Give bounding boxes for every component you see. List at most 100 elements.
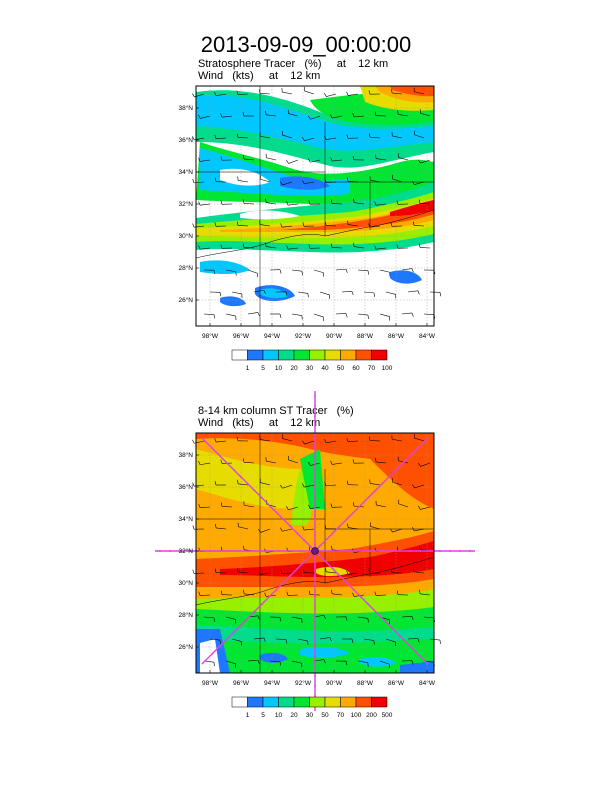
wind-barb-feather	[390, 528, 393, 533]
wind-barb-feather	[374, 591, 377, 596]
wind-barb	[209, 638, 220, 641]
wind-barb-feather	[257, 312, 260, 317]
wind-barb-feather	[352, 592, 355, 597]
wind-barb-feather	[198, 460, 201, 465]
wind-barb	[326, 571, 337, 574]
lat-tick-label: 36°N	[178, 483, 193, 491]
wind-barb-feather	[412, 221, 415, 226]
wind-barb-feather	[285, 639, 288, 644]
panel1-wind-barbs	[192, 86, 442, 322]
wind-barb-feather	[302, 179, 305, 184]
wind-barb-feather	[346, 480, 349, 485]
wind-barb-feather	[390, 222, 393, 227]
wind-barb-feather	[324, 221, 327, 226]
wind-barb	[332, 462, 343, 465]
wind-barb	[304, 90, 315, 95]
wind-barb-feather	[308, 546, 311, 551]
wind-barb-feather	[351, 638, 354, 643]
wind-barb-feather	[220, 244, 223, 249]
wind-barb-feather	[220, 459, 223, 464]
lon-tick-label: 84°W	[419, 679, 436, 687]
panel2-lon-labels: 98°W 96°W 94°W 92°W 90°W 88°W 86°W 84°W	[202, 670, 436, 687]
lon-tick-label: 90°W	[326, 332, 343, 340]
wind-barb-feather	[417, 638, 420, 643]
wind-barb-feather	[331, 589, 333, 594]
wind-barb	[407, 290, 418, 293]
wind-barb	[331, 247, 343, 249]
colorbar-box	[262, 349, 279, 361]
wind-barb	[222, 115, 233, 118]
colorbar-label: 70	[337, 712, 345, 719]
wind-barb-feather	[345, 313, 348, 318]
wind-barb	[200, 462, 211, 466]
wind-barb	[325, 225, 337, 227]
wind-barb	[332, 593, 343, 596]
wind-barb	[244, 593, 255, 596]
wind-barb	[304, 484, 315, 488]
colorbar-box	[324, 349, 341, 361]
wind-barb	[370, 225, 381, 228]
lon-tick-label: 88°W	[357, 332, 374, 340]
lon-tick-label: 90°W	[326, 679, 343, 687]
wind-barb	[375, 594, 387, 596]
wind-barb-feather	[192, 525, 195, 530]
wind-barb-feather	[192, 179, 195, 183]
lon-tick-label: 84°W	[419, 332, 436, 340]
wind-barb-feather	[368, 436, 371, 441]
colorbar-box	[371, 696, 388, 708]
wind-barb	[291, 313, 302, 316]
wind-barb	[266, 246, 277, 249]
wind-barb-feather	[280, 527, 283, 532]
wind-barb-feather	[308, 590, 311, 595]
wind-barb-feather	[264, 592, 267, 597]
wind-barb	[414, 571, 425, 574]
wind-barb-feather	[323, 659, 326, 664]
wind-barb-feather	[330, 243, 333, 248]
wind-barb	[401, 268, 412, 271]
wind-barb-feather	[351, 291, 354, 296]
wind-barb-feather	[192, 439, 195, 444]
panel2-frame	[195, 432, 435, 674]
colorbar-box	[340, 696, 357, 708]
wind-barb-feather	[192, 93, 195, 98]
colorbar-label: 30	[306, 712, 314, 719]
panel1-map: 38°N 36°N 34°N 32°N 30°N 28°N 26°N 98°W 96°W 94°…	[178, 85, 442, 340]
wind-barb	[398, 460, 409, 464]
wind-barb	[288, 506, 299, 511]
wind-barb	[260, 572, 271, 575]
wind-barb-feather	[220, 200, 223, 205]
wind-barb-feather	[396, 546, 399, 551]
colorbar-label: 70	[368, 365, 376, 372]
panel1-wind-title: Wind (kts) at 12 km	[198, 70, 321, 82]
wind-barb-feather	[367, 314, 369, 320]
wind-barb	[326, 93, 337, 97]
wind-barb	[326, 484, 337, 487]
wind-barb-feather	[346, 91, 349, 96]
wind-barb-feather	[263, 637, 266, 642]
wind-barb-feather	[418, 243, 421, 248]
wind-barb-feather	[214, 177, 217, 182]
wind-barb	[247, 269, 258, 274]
wind-barb	[363, 638, 374, 641]
wind-barb	[216, 93, 227, 97]
wind-barb-feather	[411, 616, 414, 621]
wind-barb	[282, 91, 293, 95]
lon-tick-label: 86°W	[388, 679, 405, 687]
lon-tick-label: 86°W	[388, 332, 405, 340]
wind-barb-feather	[418, 462, 421, 467]
wind-barb	[297, 638, 308, 642]
colorbar-box	[293, 696, 310, 708]
colorbar-label: 20	[290, 712, 298, 719]
wind-barb-feather	[308, 200, 311, 205]
wind-barb	[304, 440, 315, 445]
wind-barb	[297, 291, 308, 294]
wind-barb-feather	[214, 481, 217, 486]
wind-barb-feather	[263, 290, 266, 295]
colorbar-label: 5	[261, 365, 265, 372]
lon-tick-label: 92°W	[295, 332, 312, 340]
colorbar-label: 200	[366, 712, 377, 719]
wind-barb	[282, 134, 293, 139]
wind-barb-feather	[280, 484, 283, 489]
wind-barb	[231, 291, 242, 295]
wind-barb	[200, 159, 211, 162]
